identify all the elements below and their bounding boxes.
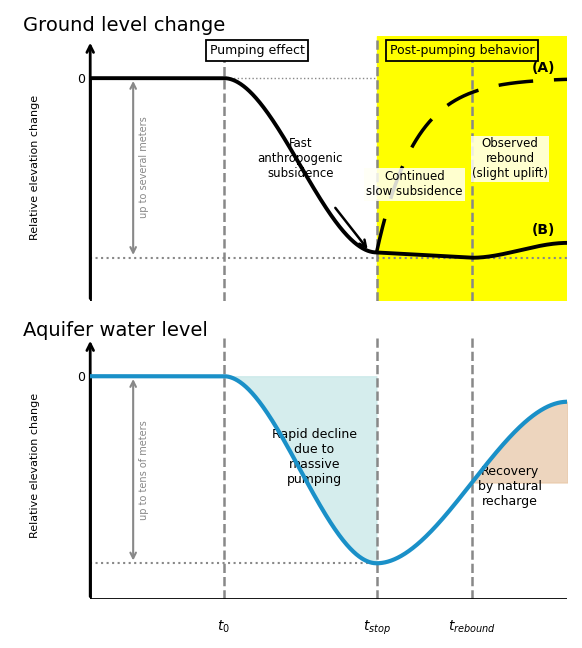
Text: (B): (B) bbox=[532, 223, 555, 237]
Text: Observed
rebound
(slight uplift): Observed rebound (slight uplift) bbox=[472, 137, 548, 180]
Text: $t_0$: $t_0$ bbox=[217, 619, 230, 635]
Text: Continued
slow subsidence: Continued slow subsidence bbox=[367, 170, 463, 198]
Bar bbox=[377, 36, 567, 301]
Text: Fast
anthropogenic
subsidence: Fast anthropogenic subsidence bbox=[257, 137, 343, 180]
Text: Rapid decline
due to
massive
pumping: Rapid decline due to massive pumping bbox=[272, 428, 357, 486]
Text: Post-pumping behavior: Post-pumping behavior bbox=[390, 44, 535, 57]
Text: Ground level change: Ground level change bbox=[23, 16, 226, 35]
Text: $t_{rebound}$: $t_{rebound}$ bbox=[448, 619, 496, 635]
Text: Recovery
by natural
recharge: Recovery by natural recharge bbox=[478, 465, 542, 508]
Text: (A): (A) bbox=[532, 62, 555, 75]
Text: $t_{stop}$: $t_{stop}$ bbox=[363, 619, 391, 637]
Text: Aquifer water level: Aquifer water level bbox=[23, 321, 208, 340]
Text: Relative elevation change: Relative elevation change bbox=[30, 393, 40, 538]
Text: up to tens of meters: up to tens of meters bbox=[139, 420, 149, 520]
Text: Relative elevation change: Relative elevation change bbox=[30, 95, 40, 240]
Text: Pumping effect: Pumping effect bbox=[210, 44, 305, 57]
Text: up to several meters: up to several meters bbox=[139, 117, 149, 218]
